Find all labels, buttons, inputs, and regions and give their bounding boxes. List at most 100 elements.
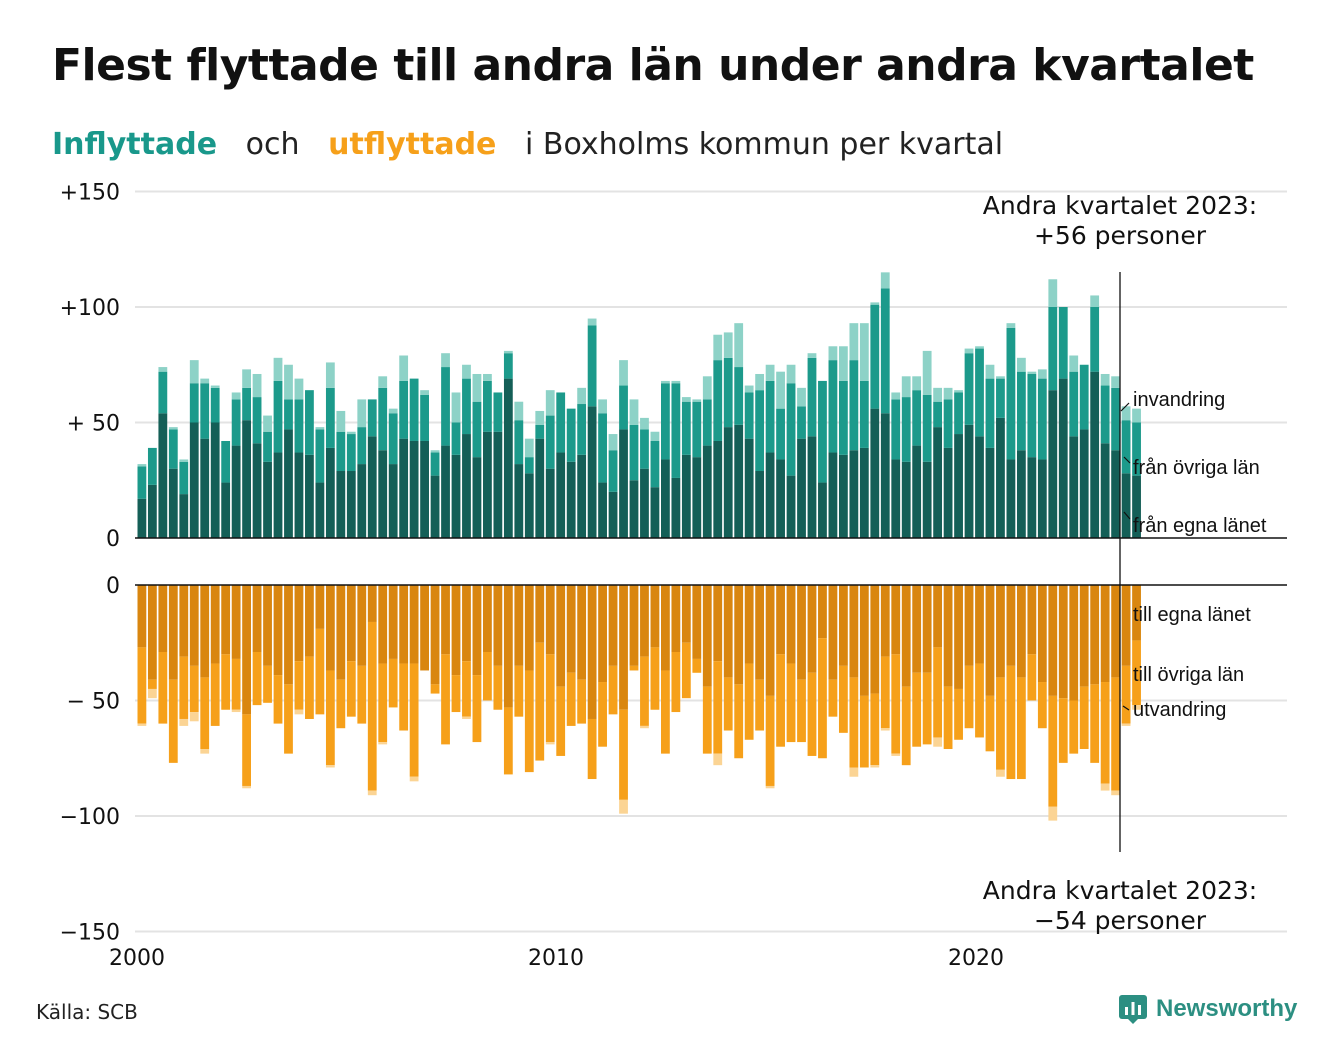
bar-out-other [1090, 684, 1100, 763]
bar-in-immigration [692, 399, 702, 402]
bar-out-other [451, 675, 461, 713]
bar-out-own [189, 585, 199, 666]
label-till-ovriga-lan: till övriga län [1133, 664, 1244, 686]
bar-out-own [336, 585, 346, 680]
bar-in-own [954, 434, 963, 538]
bar-out-own [734, 585, 744, 685]
bar-out-emigration [849, 767, 859, 777]
bar-in-immigration [524, 438, 534, 458]
bar-in-own [797, 438, 806, 538]
bar-in-own [744, 438, 754, 538]
bar-out-own [503, 585, 513, 708]
bar-out-other [713, 661, 723, 754]
label-leader [1122, 705, 1130, 711]
bar-out-other [158, 651, 168, 724]
bar-in-other [168, 429, 178, 469]
bar-out-own [378, 585, 388, 664]
bar-in-own [1121, 473, 1131, 538]
bar-in-own [901, 461, 911, 538]
bar-in-other [734, 367, 744, 425]
bar-in-other [514, 420, 524, 465]
bar-in-immigration [137, 464, 147, 467]
bar-out-emigration [189, 712, 199, 722]
bar-out-own [1079, 585, 1089, 687]
bar-in-own [1048, 390, 1058, 538]
bar-out-other [587, 718, 597, 780]
bar-in-immigration [608, 434, 618, 451]
bar-in-other [210, 387, 220, 423]
bar-out-own [179, 585, 189, 657]
bar-in-own [346, 471, 356, 538]
bar-out-own [1048, 585, 1058, 696]
bar-in-other [430, 452, 440, 476]
bar-out-own [409, 585, 419, 664]
bar-out-other [671, 651, 681, 713]
bar-out-other [179, 656, 189, 719]
bar-in-own [828, 452, 838, 538]
bar-in-own [1037, 459, 1047, 538]
bar-in-immigration [744, 385, 754, 393]
bar-in-immigration [755, 373, 765, 391]
bar-in-own [503, 378, 513, 538]
bar-out-other [1006, 665, 1016, 780]
bar-in-own [1006, 459, 1016, 538]
bar-out-other [231, 658, 241, 710]
bar-out-own [943, 585, 953, 687]
bar-out-own [880, 585, 890, 657]
newsworthy-logo[interactable]: Newsworthy [1118, 994, 1297, 1024]
bar-in-other [608, 450, 618, 492]
bar-in-immigration [1048, 279, 1058, 307]
bar-in-immigration [420, 390, 429, 395]
bar-in-other [294, 399, 304, 453]
bar-in-immigration [1027, 371, 1037, 374]
bar-out-other [1016, 677, 1026, 780]
bar-out-other [922, 672, 932, 745]
bar-out-own [650, 585, 660, 648]
bar-out-own [137, 585, 147, 648]
bar-out-own [933, 585, 943, 648]
bar-in-immigration [661, 380, 670, 384]
bar-in-other [367, 399, 377, 437]
bar-out-own [713, 585, 723, 662]
bar-in-other [252, 397, 262, 444]
bar-in-other [1048, 307, 1058, 391]
bar-in-own [996, 417, 1005, 538]
bar-in-own [273, 452, 283, 538]
brand-name: Newsworthy [1156, 995, 1298, 1022]
bar-in-other [420, 394, 429, 441]
y-tick-label: 0 [106, 574, 120, 599]
bar-in-immigration [943, 387, 953, 400]
bar-in-immigration [975, 346, 984, 349]
bar-in-immigration [336, 410, 346, 432]
bar-in-own [1100, 443, 1110, 538]
bar-in-immigration [441, 353, 450, 368]
bar-out-own [1016, 585, 1026, 678]
bar-in-immigration [1111, 376, 1121, 388]
bar-in-other [556, 392, 566, 453]
bar-in-other [399, 380, 409, 439]
bar-in-own [441, 445, 450, 538]
bar-in-own [1132, 475, 1141, 538]
bar-out-other [954, 688, 963, 740]
bar-in-immigration [273, 357, 283, 381]
bar-out-own [671, 585, 681, 652]
bar-out-other [430, 684, 440, 694]
bar-out-own [305, 585, 314, 657]
bar-in-other [975, 348, 984, 437]
bar-in-other [231, 399, 241, 446]
bar-in-other [786, 383, 796, 476]
bar-in-immigration [179, 459, 189, 462]
bar-in-own [137, 498, 147, 538]
bar-out-own [420, 585, 429, 671]
bar-in-immigration [807, 353, 817, 358]
bar-out-other [786, 663, 796, 743]
bar-out-other [891, 654, 901, 754]
bar-out-own [577, 585, 587, 680]
bar-in-own [943, 447, 953, 538]
bar-in-own [263, 461, 272, 538]
bar-in-other [535, 424, 545, 439]
bar-in-immigration [922, 350, 932, 395]
bar-in-other [933, 401, 943, 428]
bar-in-own [545, 468, 555, 538]
